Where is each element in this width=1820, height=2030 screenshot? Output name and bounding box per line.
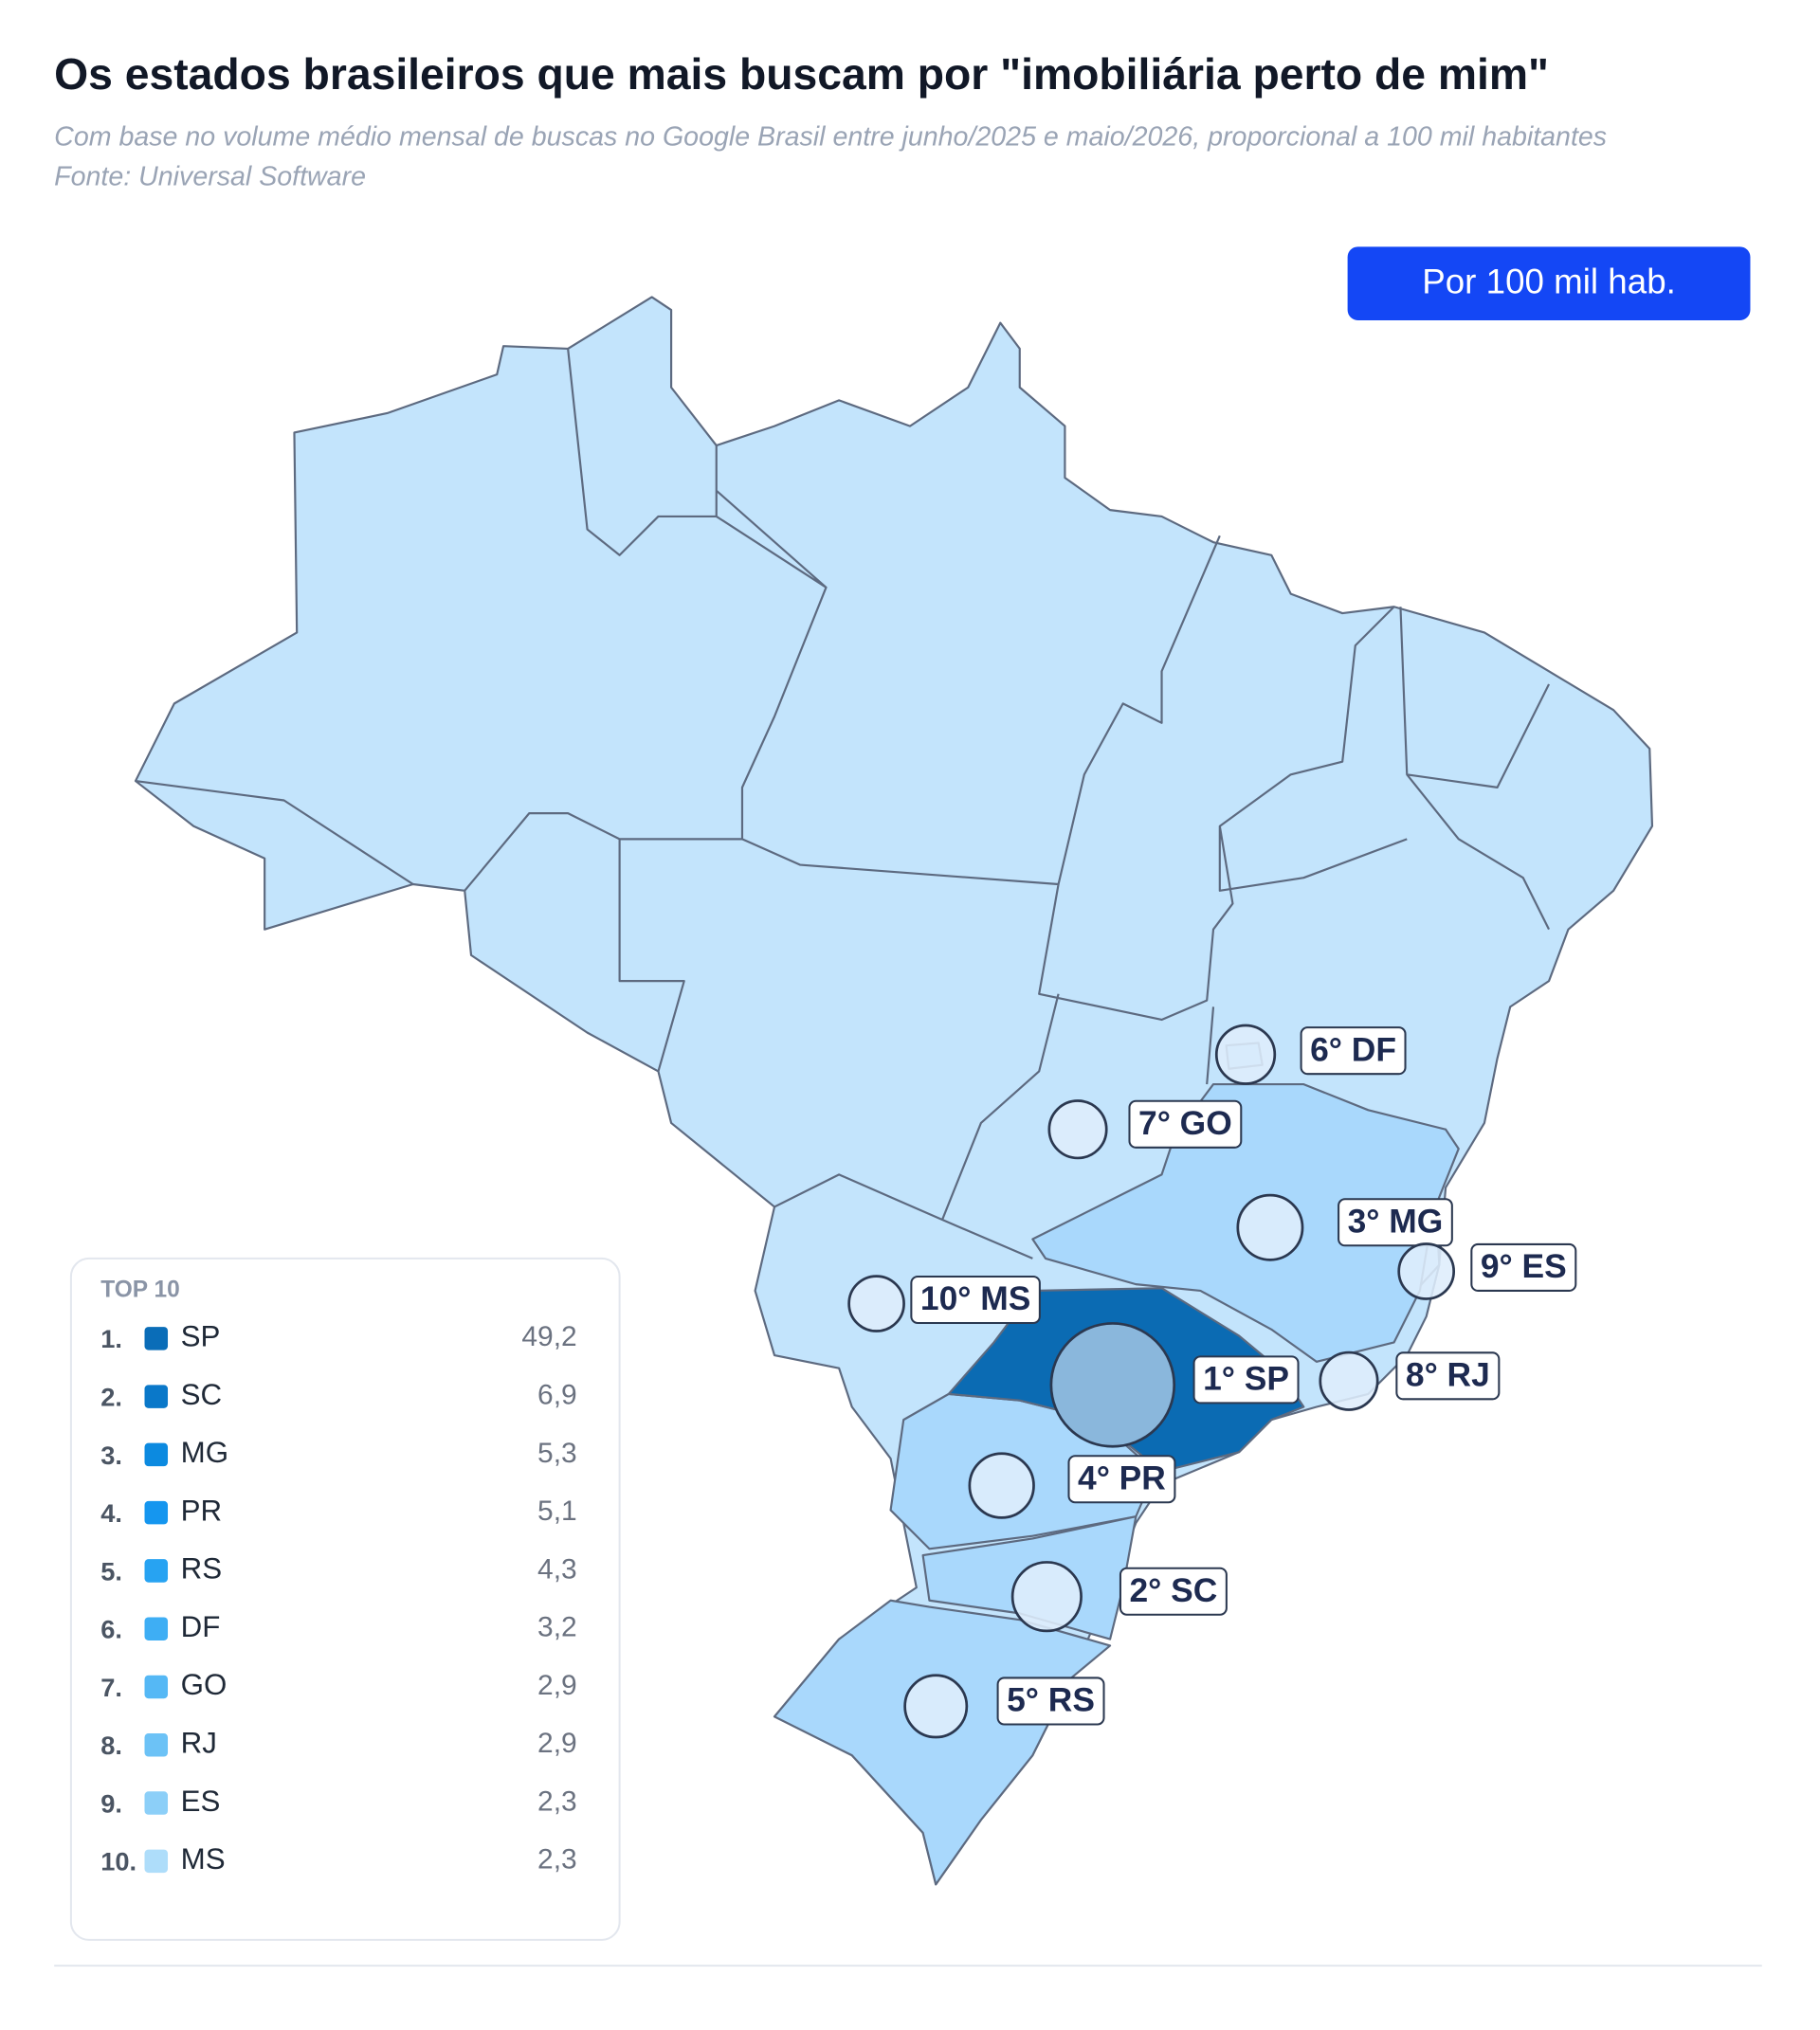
legend-state: RS	[181, 1552, 222, 1586]
bubble	[1236, 1193, 1304, 1261]
bubble-label: 8° RJ	[1406, 1356, 1490, 1394]
legend-rank: 6.	[100, 1615, 122, 1644]
legend-value: 6,9	[537, 1380, 577, 1411]
bubble-label: 1° SP	[1203, 1360, 1289, 1398]
source: Fonte: Universal Software	[54, 162, 366, 192]
bubble-label-bg	[1300, 1026, 1407, 1076]
bubble-label: 4° PR	[1078, 1459, 1166, 1496]
legend-value: 2,3	[537, 1844, 577, 1876]
legend-value: 3,2	[537, 1612, 577, 1643]
legend-state: GO	[181, 1668, 228, 1701]
metric-button[interactable]: Por 100 mil hab.	[1347, 246, 1751, 320]
legend: 1. SP 49,2 2. SC 6,9 3. MG 5,3 4. PR 5,1 5. RS 4,3 6. DF…	[100, 1320, 576, 1876]
legend-value: 5,3	[537, 1438, 577, 1469]
bubble-label: 7° GO	[1138, 1104, 1232, 1142]
bubble-label-bg	[1119, 1567, 1228, 1616]
legend-value: 49,2	[521, 1321, 576, 1352]
bubble-label-bg	[910, 1275, 1041, 1325]
legend-swatch	[144, 1327, 169, 1350]
legend-state: PR	[181, 1494, 222, 1527]
bubble	[1214, 1024, 1277, 1085]
legend-swatch	[144, 1675, 169, 1699]
legend-swatch	[144, 1442, 169, 1467]
legend-state: ES	[181, 1785, 221, 1818]
bubble-label-bg	[996, 1677, 1105, 1726]
bubble-label-bg	[1395, 1351, 1501, 1401]
legend-rank: 7.	[100, 1673, 122, 1702]
bubble-label: 2° SC	[1129, 1571, 1217, 1609]
bubble-label-bg	[1128, 1099, 1243, 1149]
legend-value: 2,3	[537, 1785, 577, 1817]
legend-rank: 5.	[100, 1556, 122, 1586]
legend-title: TOP 10	[100, 1277, 180, 1302]
subtitle: Com base no volume médio mensal de busca…	[54, 121, 1607, 152]
map	[134, 296, 1654, 1886]
bubble-label: 6° DF	[1310, 1030, 1396, 1068]
bubble	[1047, 1099, 1108, 1160]
legend-swatch	[144, 1617, 169, 1640]
legend-value: 2,9	[537, 1728, 577, 1759]
chart-title: Os estados brasileiros que mais buscam p…	[54, 49, 1549, 99]
legend-swatch	[144, 1385, 169, 1408]
legend-rank: 4.	[100, 1498, 122, 1528]
bubble-label: 10° MS	[920, 1279, 1030, 1317]
button-label[interactable]: Por 100 mil hab.	[1422, 263, 1676, 301]
bubble	[1049, 1322, 1176, 1448]
bubble	[1397, 1242, 1456, 1300]
bubble-label-bg	[1067, 1455, 1176, 1504]
legend-state: SC	[181, 1378, 222, 1411]
legend-swatch	[144, 1500, 169, 1525]
legend-value: 4,3	[537, 1553, 577, 1585]
legend-state: MG	[181, 1436, 228, 1469]
bubble-label: 3° MG	[1348, 1202, 1444, 1240]
bubble-label: 5° RS	[1007, 1681, 1095, 1719]
bubble-label: 9° ES	[1481, 1247, 1567, 1285]
legend-rank: 8.	[100, 1731, 122, 1760]
bubble-label-bg	[1192, 1355, 1300, 1405]
legend-box	[69, 1257, 621, 1941]
legend-rank: 3.	[100, 1441, 122, 1470]
state-borders	[135, 348, 1551, 1363]
bubble	[1010, 1561, 1083, 1633]
bubble	[847, 1275, 905, 1332]
state-rs	[773, 1599, 1112, 1886]
legend-rank: 9.	[100, 1788, 122, 1818]
legend-value: 2,9	[537, 1670, 577, 1701]
legend-value: 5,1	[537, 1495, 577, 1527]
legend-state: SP	[181, 1320, 221, 1353]
bubble-label-bg	[1470, 1242, 1577, 1292]
legend-state: DF	[181, 1610, 221, 1643]
button-bg[interactable]	[1347, 246, 1751, 320]
bubble	[968, 1452, 1035, 1519]
legend-swatch	[144, 1733, 169, 1757]
bubble	[1319, 1350, 1379, 1411]
bubble	[903, 1674, 969, 1739]
legend-rank: 2.	[100, 1383, 122, 1412]
bubbles: 1° SP 2° SC 3° MG 4° PR 5° RS 6° DF 7° GO 8° RJ…	[847, 1024, 1577, 1739]
legend-swatch	[144, 1849, 169, 1874]
legend-swatch	[144, 1559, 169, 1583]
legend-state: MS	[181, 1842, 226, 1876]
legend-swatch	[144, 1791, 169, 1815]
legend-rank: 1.	[100, 1324, 122, 1353]
bubble-label-bg	[1338, 1198, 1453, 1247]
legend-state: RJ	[181, 1727, 217, 1760]
country	[134, 296, 1654, 1886]
legend-rank: 10.	[100, 1847, 136, 1876]
